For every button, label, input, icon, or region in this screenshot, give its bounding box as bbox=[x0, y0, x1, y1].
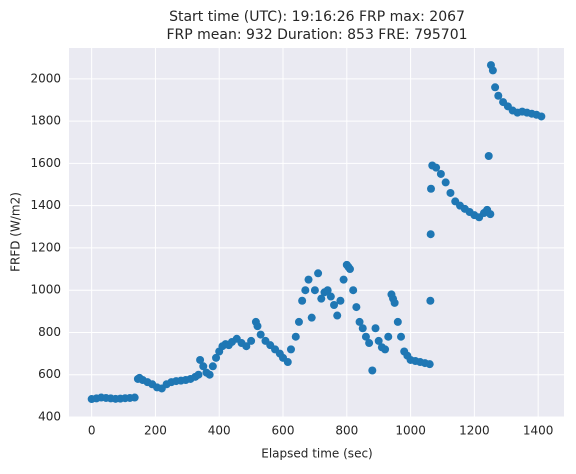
point bbox=[425, 360, 434, 369]
y-tick-label: 800 bbox=[38, 325, 61, 339]
point bbox=[494, 91, 503, 100]
y-tick-label: 600 bbox=[38, 367, 61, 381]
point bbox=[253, 322, 262, 331]
point bbox=[427, 184, 436, 193]
point bbox=[301, 286, 310, 295]
point bbox=[330, 300, 339, 309]
point bbox=[286, 345, 295, 354]
point bbox=[256, 330, 265, 339]
point bbox=[314, 269, 323, 278]
point bbox=[247, 336, 256, 345]
chart-title: FRP mean: 932 Duration: 853 FRE: 795701 bbox=[166, 27, 467, 43]
chart-title: Start time (UTC): 19:16:26 FRP max: 2067 bbox=[169, 9, 465, 25]
y-tick-label: 400 bbox=[38, 410, 61, 424]
point bbox=[349, 286, 358, 295]
x-tick-label: 400 bbox=[208, 424, 231, 438]
point bbox=[397, 332, 406, 341]
point bbox=[426, 296, 435, 305]
x-tick-label: 800 bbox=[335, 424, 358, 438]
x-axis-label: Elapsed time (sec) bbox=[261, 447, 372, 461]
point bbox=[374, 336, 383, 345]
point bbox=[304, 275, 313, 284]
point bbox=[283, 358, 292, 367]
point bbox=[326, 292, 335, 301]
point bbox=[384, 332, 393, 341]
point bbox=[333, 311, 342, 320]
y-tick-label: 1400 bbox=[30, 198, 61, 212]
point bbox=[381, 345, 390, 354]
point bbox=[345, 265, 354, 274]
point bbox=[205, 370, 214, 379]
x-tick-label: 1400 bbox=[523, 424, 554, 438]
point bbox=[486, 210, 495, 219]
point bbox=[368, 366, 377, 375]
point bbox=[484, 151, 493, 160]
point bbox=[199, 362, 208, 371]
point bbox=[441, 178, 450, 187]
point bbox=[298, 296, 307, 305]
y-tick-label: 1800 bbox=[30, 114, 61, 128]
point bbox=[336, 296, 345, 305]
point bbox=[491, 83, 500, 92]
point bbox=[310, 286, 319, 295]
point bbox=[358, 324, 367, 333]
point bbox=[537, 112, 546, 121]
point bbox=[291, 332, 300, 341]
x-tick-label: 1000 bbox=[395, 424, 426, 438]
point bbox=[365, 339, 374, 348]
x-tick-label: 600 bbox=[272, 424, 295, 438]
point bbox=[393, 317, 402, 326]
point bbox=[371, 324, 380, 333]
plot-area bbox=[69, 48, 564, 417]
point bbox=[294, 317, 303, 326]
point bbox=[426, 230, 435, 239]
point bbox=[436, 169, 445, 178]
y-tick-label: 2000 bbox=[30, 71, 61, 85]
point bbox=[446, 188, 455, 197]
point bbox=[432, 163, 441, 172]
point bbox=[196, 355, 205, 364]
point bbox=[307, 313, 316, 322]
y-tick-label: 1200 bbox=[30, 240, 61, 254]
point bbox=[390, 298, 399, 307]
point bbox=[361, 332, 370, 341]
point bbox=[208, 362, 217, 371]
point bbox=[317, 294, 326, 303]
point bbox=[212, 353, 221, 362]
y-tick-label: 1600 bbox=[30, 156, 61, 170]
x-tick-label: 200 bbox=[144, 424, 167, 438]
point bbox=[323, 286, 332, 295]
point bbox=[352, 303, 361, 312]
y-axis-label: FRFD (W/m2) bbox=[9, 192, 23, 272]
point bbox=[339, 275, 348, 284]
point bbox=[355, 317, 364, 326]
point bbox=[130, 393, 139, 402]
y-tick-label: 1000 bbox=[30, 283, 61, 297]
point bbox=[488, 66, 497, 75]
point bbox=[242, 342, 251, 351]
x-tick-label: 1200 bbox=[459, 424, 490, 438]
point bbox=[194, 370, 203, 379]
x-tick-label: 0 bbox=[88, 424, 96, 438]
